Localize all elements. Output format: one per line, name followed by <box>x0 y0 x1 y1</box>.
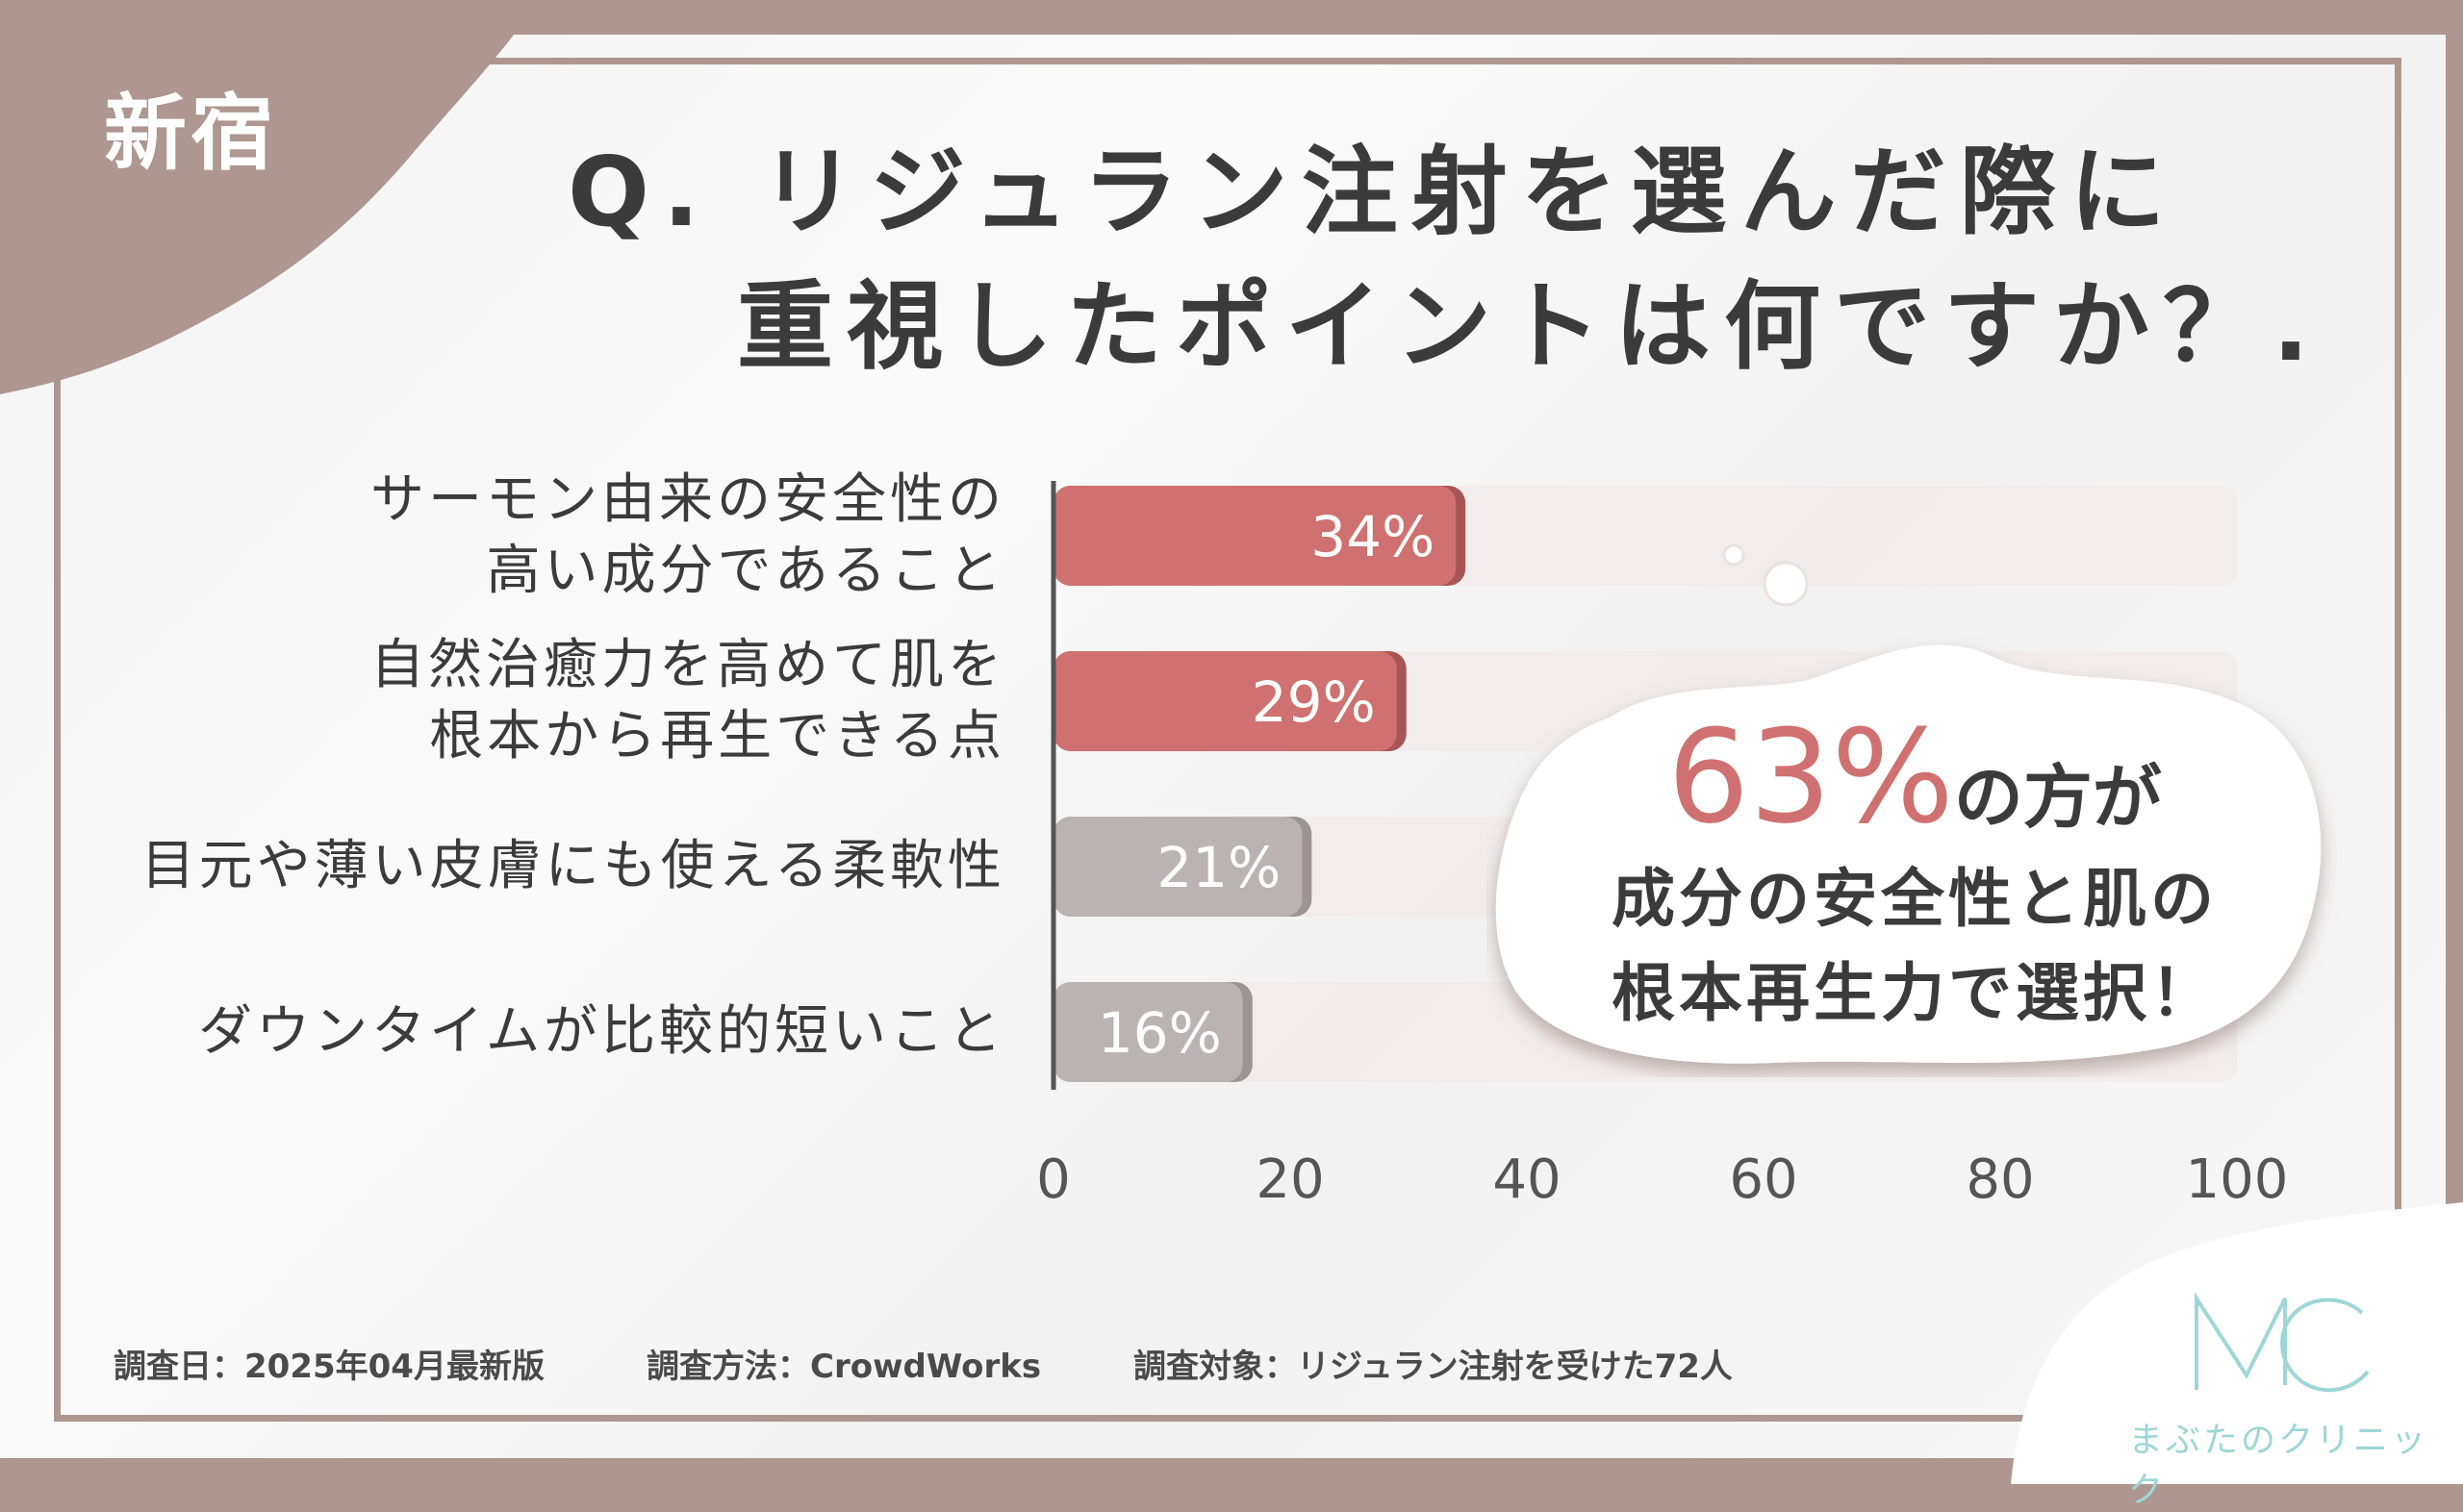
card-frame <box>54 58 2401 1422</box>
location-label: 新宿 <box>104 86 277 182</box>
category-label-line: ダウンタイムが比較的短いこと <box>198 1000 1005 1063</box>
callout-text: 63%の方が 成分の安全性と肌の 根本再生力で選択！ <box>1515 702 2314 1041</box>
x-tick-label: 100 <box>2186 1148 2289 1211</box>
x-tick-label: 40 <box>1492 1148 1561 1211</box>
callout-percent: 63% <box>1667 702 1954 852</box>
x-tick-label: 60 <box>1729 1148 1797 1211</box>
footer-survey-method: 調査方法：CrowdWorks <box>647 1348 1042 1386</box>
category-label: サーモン由来の安全性の高い成分であること <box>370 465 1005 607</box>
bar-value-label: 21% <box>1156 835 1281 900</box>
bar <box>1054 982 1243 1082</box>
speech-bubble <box>1495 644 2322 1064</box>
x-tick-label: 0 <box>1036 1148 1071 1211</box>
title-line-1: Q. リジュラン注射を選んだ際に <box>568 136 2179 248</box>
category-label: ダウンタイムが比較的短いこと <box>198 996 1005 1068</box>
footer-survey-target: 調査対象：リジュラン注射を受けた72人 <box>1133 1348 1733 1386</box>
category-label-line: 自然治癒力を高めて肌を <box>370 634 1005 696</box>
bar-value-label: 29% <box>1252 669 1376 735</box>
title-line-2: 重視したポイントは何ですか？. <box>737 270 2323 383</box>
logo-background <box>2011 1202 2463 1484</box>
callout-line-2: 成分の安全性と肌の <box>1612 862 2218 936</box>
clinic-logo-name: まぶたのクリニック <box>2128 1421 2429 1510</box>
x-tick-label: 20 <box>1256 1148 1324 1211</box>
svg-text:MC: MC <box>2189 1289 2191 1290</box>
corner-blob <box>0 0 539 394</box>
callout-suffix: の方が <box>1953 757 2162 838</box>
category-label-line: 高い成分であること <box>486 540 1005 602</box>
footer-survey-date: 調査日：2025年04月最新版 <box>114 1348 545 1386</box>
callout-line-3: 根本再生力で選択！ <box>1612 956 2218 1030</box>
bar-value-label: 16% <box>1098 1000 1222 1066</box>
bar-value-label: 34% <box>1310 504 1435 569</box>
category-label: 目元や薄い皮膚にも使える柔軟性 <box>141 831 1005 902</box>
category-label-line: 目元や薄い皮膚にも使える柔軟性 <box>140 835 1005 897</box>
bar <box>1054 817 1303 917</box>
question-title: Q. リジュラン注射を選んだ際に 重視したポイントは何ですか？. <box>568 125 2396 394</box>
category-label-line: サーモン由来の安全性の <box>370 468 1005 531</box>
category-label: 自然治癒力を高めて肌を根本から再生できる点 <box>370 630 1005 772</box>
category-label-line: 根本から再生できる点 <box>429 705 1005 768</box>
bar <box>1054 486 1457 586</box>
clinic-logo-mark: MC <box>2189 1289 2370 1393</box>
bubble-dots <box>1722 543 1809 607</box>
bar <box>1054 651 1397 751</box>
x-tick-label: 80 <box>1966 1148 2034 1211</box>
